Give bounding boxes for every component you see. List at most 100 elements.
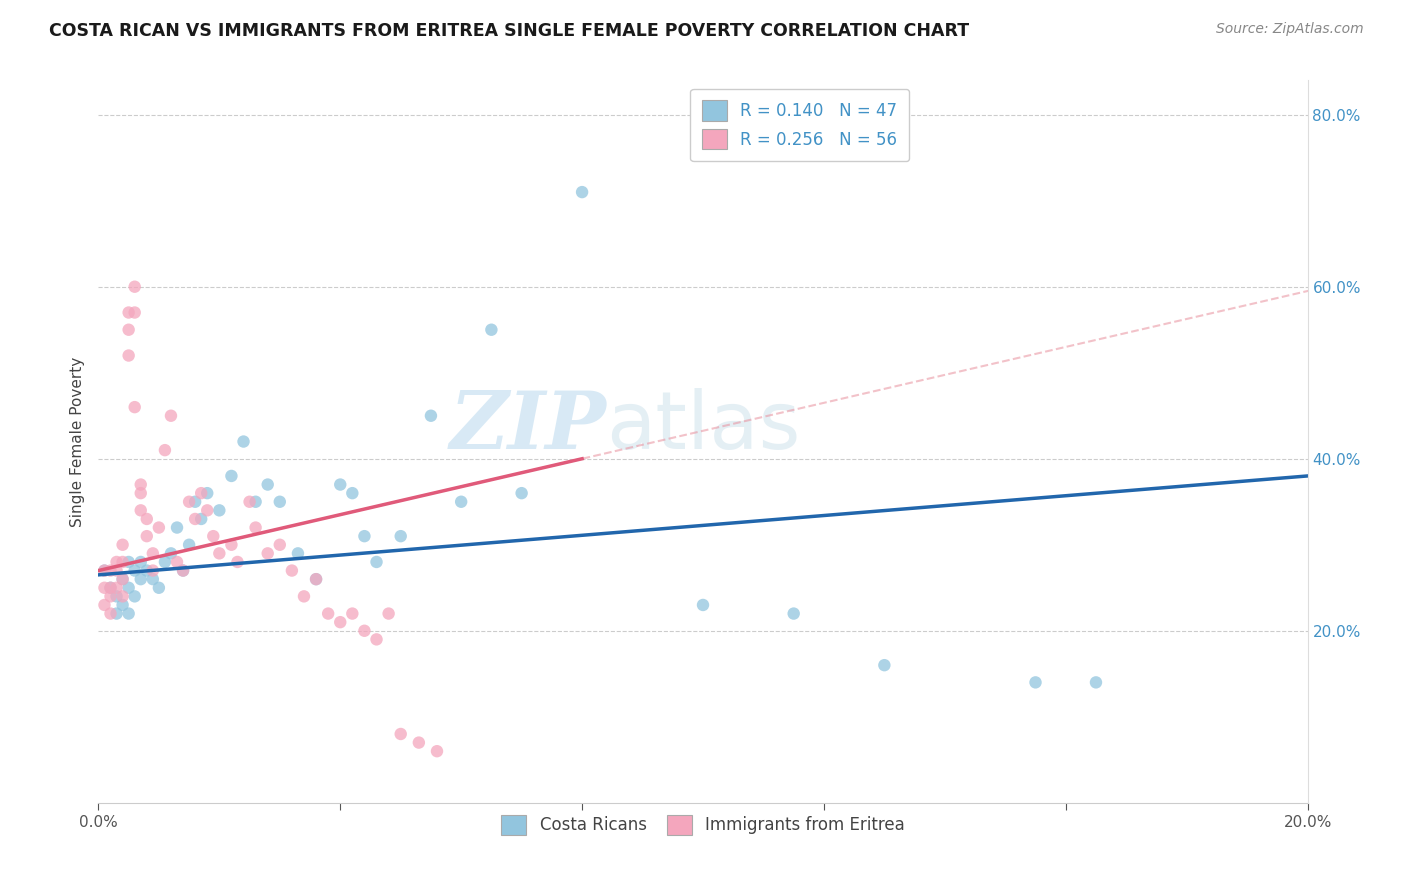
Point xyxy=(692,598,714,612)
Point xyxy=(195,486,218,500)
Point xyxy=(226,555,249,569)
Point xyxy=(135,512,157,526)
Point xyxy=(100,581,122,595)
Point xyxy=(190,512,212,526)
Point xyxy=(179,494,201,508)
Point xyxy=(118,305,141,319)
Point xyxy=(100,607,122,621)
Point xyxy=(105,555,128,569)
Point xyxy=(420,409,443,423)
Point xyxy=(93,564,115,578)
Point xyxy=(124,564,146,578)
Point xyxy=(221,469,243,483)
Point xyxy=(142,564,165,578)
Text: COSTA RICAN VS IMMIGRANTS FROM ERITREA SINGLE FEMALE POVERTY CORRELATION CHART: COSTA RICAN VS IMMIGRANTS FROM ERITREA S… xyxy=(49,22,969,40)
Point xyxy=(118,607,141,621)
Point xyxy=(153,443,176,458)
Point xyxy=(269,494,291,508)
Y-axis label: Single Female Poverty: Single Female Poverty xyxy=(69,357,84,526)
Point xyxy=(1085,675,1108,690)
Point xyxy=(389,529,412,543)
Point xyxy=(105,564,128,578)
Point xyxy=(377,607,399,621)
Point xyxy=(342,486,364,500)
Point xyxy=(208,546,231,560)
Point xyxy=(118,581,141,595)
Point xyxy=(148,581,170,595)
Text: atlas: atlas xyxy=(606,388,800,467)
Point xyxy=(111,590,134,604)
Point xyxy=(342,607,364,621)
Point xyxy=(142,546,165,560)
Point xyxy=(166,520,188,534)
Point xyxy=(571,185,593,199)
Point xyxy=(256,546,278,560)
Point xyxy=(329,615,352,630)
Point xyxy=(166,555,188,569)
Point xyxy=(389,727,412,741)
Point xyxy=(93,564,115,578)
Point xyxy=(111,538,134,552)
Point xyxy=(208,503,231,517)
Point xyxy=(172,564,194,578)
Point xyxy=(129,477,152,491)
Point xyxy=(287,546,309,560)
Point xyxy=(118,349,141,363)
Text: Source: ZipAtlas.com: Source: ZipAtlas.com xyxy=(1216,22,1364,37)
Point xyxy=(105,590,128,604)
Point xyxy=(292,590,315,604)
Point xyxy=(366,555,388,569)
Point xyxy=(160,409,183,423)
Point xyxy=(111,555,134,569)
Point xyxy=(1024,675,1046,690)
Point xyxy=(111,572,134,586)
Point xyxy=(124,400,146,414)
Point xyxy=(510,486,533,500)
Point xyxy=(124,279,146,293)
Point xyxy=(111,598,134,612)
Point xyxy=(118,323,141,337)
Point xyxy=(245,494,267,508)
Point xyxy=(160,546,183,560)
Point xyxy=(111,572,134,586)
Point xyxy=(269,538,291,552)
Point xyxy=(329,477,352,491)
Point xyxy=(129,572,152,586)
Point xyxy=(305,572,328,586)
Point xyxy=(135,564,157,578)
Point xyxy=(118,555,141,569)
Point xyxy=(873,658,896,673)
Point xyxy=(100,581,122,595)
Point xyxy=(256,477,278,491)
Point xyxy=(184,512,207,526)
Point xyxy=(93,581,115,595)
Point xyxy=(172,564,194,578)
Point xyxy=(153,555,176,569)
Point xyxy=(148,520,170,534)
Point xyxy=(408,735,430,749)
Point xyxy=(184,494,207,508)
Point xyxy=(353,624,375,638)
Point xyxy=(232,434,254,449)
Point xyxy=(221,538,243,552)
Point xyxy=(281,564,304,578)
Point xyxy=(202,529,225,543)
Point xyxy=(353,529,375,543)
Point xyxy=(316,607,339,621)
Point xyxy=(135,529,157,543)
Point xyxy=(481,323,503,337)
Point xyxy=(105,607,128,621)
Point xyxy=(190,486,212,500)
Point xyxy=(195,503,218,517)
Point xyxy=(100,590,122,604)
Point xyxy=(142,572,165,586)
Point xyxy=(129,486,152,500)
Point xyxy=(450,494,472,508)
Point xyxy=(305,572,328,586)
Point xyxy=(124,590,146,604)
Point xyxy=(129,555,152,569)
Point xyxy=(129,503,152,517)
Legend: Costa Ricans, Immigrants from Eritrea: Costa Ricans, Immigrants from Eritrea xyxy=(491,805,915,845)
Point xyxy=(100,564,122,578)
Point xyxy=(366,632,388,647)
